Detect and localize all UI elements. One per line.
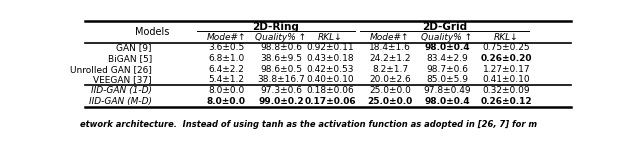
Text: 0.43±0.18: 0.43±0.18 xyxy=(307,54,355,63)
Text: 3.6±0.5: 3.6±0.5 xyxy=(208,43,244,52)
Text: 98.7±0.6: 98.7±0.6 xyxy=(426,65,468,74)
Text: RKL↓: RKL↓ xyxy=(318,33,343,42)
Text: 98.0±0.4: 98.0±0.4 xyxy=(424,97,470,106)
Text: IID-GAN (1-D): IID-GAN (1-D) xyxy=(91,86,152,95)
Text: 8.0±0.0: 8.0±0.0 xyxy=(207,97,246,106)
Text: BiGAN [5]: BiGAN [5] xyxy=(108,54,152,63)
Text: 5.4±1.2: 5.4±1.2 xyxy=(209,75,244,85)
Text: 0.75±0.25: 0.75±0.25 xyxy=(483,43,531,52)
Text: 97.8±0.49: 97.8±0.49 xyxy=(423,86,471,95)
Text: Mode#↑: Mode#↑ xyxy=(207,33,246,42)
Text: 99.0±0.2: 99.0±0.2 xyxy=(258,97,304,106)
Text: 98.0±0.4: 98.0±0.4 xyxy=(424,43,470,52)
Text: 0.32±0.09: 0.32±0.09 xyxy=(483,86,531,95)
Text: Quality% ↑: Quality% ↑ xyxy=(422,33,472,42)
Text: 83.4±2.9: 83.4±2.9 xyxy=(426,54,468,63)
Text: 8.0±0.0: 8.0±0.0 xyxy=(208,86,244,95)
Text: Mode#↑: Mode#↑ xyxy=(371,33,410,42)
Text: 1.27±0.17: 1.27±0.17 xyxy=(483,65,531,74)
Text: 25.0±0.0: 25.0±0.0 xyxy=(369,86,411,95)
Text: Unrolled GAN [26]: Unrolled GAN [26] xyxy=(70,65,152,74)
Text: 85.0±5.9: 85.0±5.9 xyxy=(426,75,468,85)
Text: 97.3±0.6: 97.3±0.6 xyxy=(260,86,302,95)
Text: 38.8±16.7: 38.8±16.7 xyxy=(257,75,305,85)
Text: VEEGAN [37]: VEEGAN [37] xyxy=(93,75,152,85)
Text: IID-GAN (M-D): IID-GAN (M-D) xyxy=(89,97,152,106)
Text: 25.0±0.0: 25.0±0.0 xyxy=(367,97,413,106)
Text: 6.8±1.0: 6.8±1.0 xyxy=(208,54,244,63)
Text: 98.8±0.6: 98.8±0.6 xyxy=(260,43,302,52)
Text: 2D-Grid: 2D-Grid xyxy=(422,21,467,32)
Text: RKL↓: RKL↓ xyxy=(494,33,519,42)
Text: 20.0±2.6: 20.0±2.6 xyxy=(369,75,411,85)
Text: Quality% ↑: Quality% ↑ xyxy=(255,33,307,42)
Text: 0.17±0.06: 0.17±0.06 xyxy=(305,97,356,106)
Text: 2D-Ring: 2D-Ring xyxy=(253,21,300,32)
Text: 0.26±0.20: 0.26±0.20 xyxy=(481,54,532,63)
Text: 98.6±0.5: 98.6±0.5 xyxy=(260,65,302,74)
Text: 0.18±0.06: 0.18±0.06 xyxy=(307,86,355,95)
Text: Models: Models xyxy=(135,27,169,37)
Text: 0.41±0.10: 0.41±0.10 xyxy=(483,75,531,85)
Text: etwork architecture.  Instead of using tanh as the activation function as adopte: etwork architecture. Instead of using ta… xyxy=(80,120,537,129)
Text: 8.2±1.7: 8.2±1.7 xyxy=(372,65,408,74)
Text: 18.4±1.6: 18.4±1.6 xyxy=(369,43,411,52)
Text: 0.92±0.11: 0.92±0.11 xyxy=(307,43,355,52)
Text: 0.26±0.12: 0.26±0.12 xyxy=(481,97,532,106)
Text: 0.42±0.53: 0.42±0.53 xyxy=(307,65,354,74)
Text: 6.4±2.2: 6.4±2.2 xyxy=(209,65,244,74)
Text: GAN [9]: GAN [9] xyxy=(116,43,152,52)
Text: 24.2±1.2: 24.2±1.2 xyxy=(369,54,411,63)
Text: 0.40±0.10: 0.40±0.10 xyxy=(307,75,355,85)
Text: 38.6±9.5: 38.6±9.5 xyxy=(260,54,302,63)
